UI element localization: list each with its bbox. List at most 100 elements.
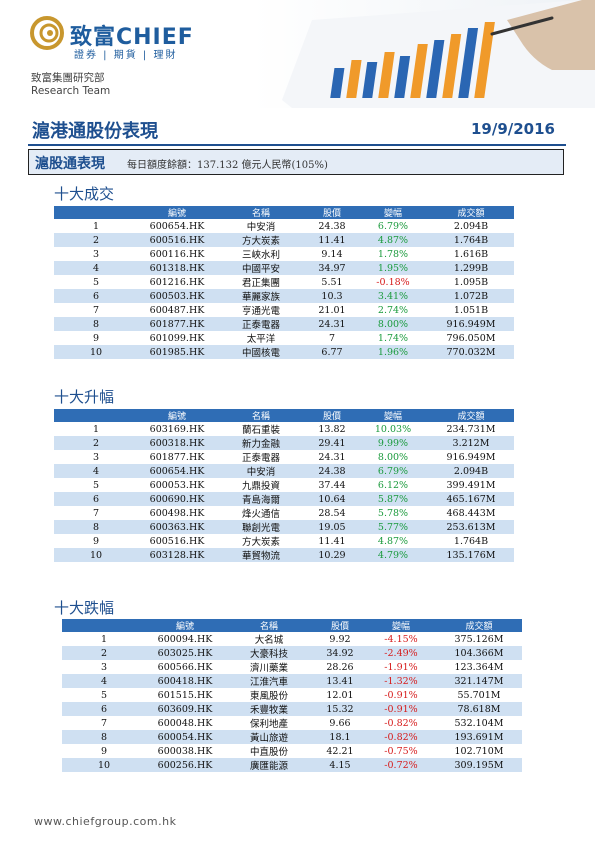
column-header-code: 編號 <box>146 619 224 632</box>
stock-name-cell: 方大炭素 <box>216 534 306 548</box>
top-turnover-table: 編號 名稱 股價 變幅 成交額 1 600654.HK 中安消 24.38 6.79% 2… <box>54 206 514 359</box>
price-cell: 28.26 <box>314 660 366 674</box>
table-header-row: 編號 名稱 股價 變幅 成交額 <box>54 206 514 219</box>
turnover-cell: 796.050M <box>428 331 514 345</box>
rank-cell: 5 <box>62 688 146 702</box>
stock-name-cell: 新力金融 <box>216 436 306 450</box>
stock-code-cell: 601216.HK <box>138 275 216 289</box>
change-cell: 5.78% <box>358 506 428 520</box>
column-header-rank <box>62 619 146 632</box>
column-header-code: 編號 <box>138 409 216 422</box>
change-cell: 1.74% <box>358 331 428 345</box>
column-header-rank <box>54 206 138 219</box>
rank-cell: 1 <box>54 422 138 436</box>
price-cell: 9.14 <box>306 247 358 261</box>
table-row: 5 601515.HK 東風股份 12.01 -0.91% 55.701M <box>62 688 522 702</box>
stock-code-cell: 600654.HK <box>138 219 216 233</box>
stock-name-cell: 華貿物流 <box>216 548 306 562</box>
table-row: 9 600038.HK 中直股份 42.21 -0.75% 102.710M <box>62 744 522 758</box>
change-cell: 5.77% <box>358 520 428 534</box>
rank-cell: 4 <box>54 464 138 478</box>
table-row: 6 600690.HK 青島海爾 10.64 5.87% 465.167M <box>54 492 514 506</box>
turnover-cell: 1.616B <box>428 247 514 261</box>
price-cell: 6.77 <box>306 345 358 359</box>
stock-code-cell: 601877.HK <box>138 450 216 464</box>
stock-name-cell: 蘭石重裝 <box>216 422 306 436</box>
column-header-turnover: 成交額 <box>428 206 514 219</box>
turnover-cell: 253.613M <box>428 520 514 534</box>
column-header-name: 名稱 <box>216 409 306 422</box>
turnover-cell: 321.147M <box>436 674 522 688</box>
rank-cell: 3 <box>62 660 146 674</box>
stock-code-cell: 603609.HK <box>146 702 224 716</box>
stock-code-cell: 603128.HK <box>138 548 216 562</box>
stock-code-cell: 600418.HK <box>146 674 224 688</box>
turnover-cell: 2.094B <box>428 464 514 478</box>
table-row: 1 603169.HK 蘭石重裝 13.82 10.03% 234.731M <box>54 422 514 436</box>
change-cell: 3.41% <box>358 289 428 303</box>
stock-code-cell: 600053.HK <box>138 478 216 492</box>
quota-title: 滬股通表現 <box>35 156 105 172</box>
table-row: 10 603128.HK 華貿物流 10.29 4.79% 135.176M <box>54 548 514 562</box>
price-cell: 13.41 <box>314 674 366 688</box>
page-title: 滬港通股份表現 <box>32 121 158 142</box>
price-cell: 21.01 <box>306 303 358 317</box>
stock-name-cell: 中安消 <box>216 464 306 478</box>
column-header-change: 變幅 <box>358 409 428 422</box>
stock-code-cell: 600516.HK <box>138 534 216 548</box>
rank-cell: 2 <box>54 233 138 247</box>
rank-cell: 4 <box>62 674 146 688</box>
stock-code-cell: 600516.HK <box>138 233 216 247</box>
table-row: 7 600498.HK 烽火通信 28.54 5.78% 468.443M <box>54 506 514 520</box>
price-cell: 24.31 <box>306 317 358 331</box>
stock-code-cell: 600116.HK <box>138 247 216 261</box>
turnover-cell: 193.691M <box>436 730 522 744</box>
stock-code-cell: 600318.HK <box>138 436 216 450</box>
price-cell: 10.29 <box>306 548 358 562</box>
table-row: 7 600487.HK 亨通光電 21.01 2.74% 1.051B <box>54 303 514 317</box>
rank-cell: 10 <box>54 345 138 359</box>
turnover-cell: 78.618M <box>436 702 522 716</box>
rank-cell: 7 <box>54 506 138 520</box>
stock-code-cell: 601099.HK <box>138 331 216 345</box>
stock-code-cell: 601877.HK <box>138 317 216 331</box>
table-header-row: 編號 名稱 股價 變幅 成交額 <box>62 619 522 632</box>
stock-name-cell: 烽火通信 <box>216 506 306 520</box>
price-cell: 28.54 <box>306 506 358 520</box>
rank-cell: 6 <box>54 492 138 506</box>
turnover-cell: 399.491M <box>428 478 514 492</box>
stock-name-cell: 中安消 <box>216 219 306 233</box>
section-title-top-gainers: 十大升幅 <box>54 388 115 406</box>
price-cell: 9.66 <box>314 716 366 730</box>
stock-name-cell: 聯創光電 <box>216 520 306 534</box>
change-cell: 1.95% <box>358 261 428 275</box>
stock-name-cell: 華麗家族 <box>216 289 306 303</box>
stock-code-cell: 603169.HK <box>138 422 216 436</box>
stock-code-cell: 600487.HK <box>138 303 216 317</box>
table-row: 4 601318.HK 中國平安 34.97 1.95% 1.299B <box>54 261 514 275</box>
change-cell: -0.91% <box>366 702 436 716</box>
rank-cell: 10 <box>54 548 138 562</box>
table-row: 6 600503.HK 華麗家族 10.3 3.41% 1.072B <box>54 289 514 303</box>
table-row: 4 600418.HK 江淮汽車 13.41 -1.32% 321.147M <box>62 674 522 688</box>
table-row: 2 603025.HK 大豪科技 34.92 -2.49% 104.366M <box>62 646 522 660</box>
turnover-cell: 309.195M <box>436 758 522 772</box>
stock-name-cell: 太平洋 <box>216 331 306 345</box>
stock-name-cell: 大豪科技 <box>224 646 314 660</box>
column-header-name: 名稱 <box>224 619 314 632</box>
turnover-cell: 104.366M <box>436 646 522 660</box>
department-english: Research Team <box>31 85 111 97</box>
change-cell: 9.99% <box>358 436 428 450</box>
change-cell: 6.12% <box>358 478 428 492</box>
price-cell: 9.92 <box>314 632 366 646</box>
price-cell: 10.64 <box>306 492 358 506</box>
turnover-cell: 135.176M <box>428 548 514 562</box>
table-row: 2 600318.HK 新力金融 29.41 9.99% 3.212M <box>54 436 514 450</box>
turnover-cell: 1.095B <box>428 275 514 289</box>
table-row: 4 600654.HK 中安消 24.38 6.79% 2.094B <box>54 464 514 478</box>
stock-name-cell: 東風股份 <box>224 688 314 702</box>
price-cell: 5.51 <box>306 275 358 289</box>
table-row: 2 600516.HK 方大炭素 11.41 4.87% 1.764B <box>54 233 514 247</box>
turnover-cell: 1.299B <box>428 261 514 275</box>
stock-name-cell: 君正集團 <box>216 275 306 289</box>
